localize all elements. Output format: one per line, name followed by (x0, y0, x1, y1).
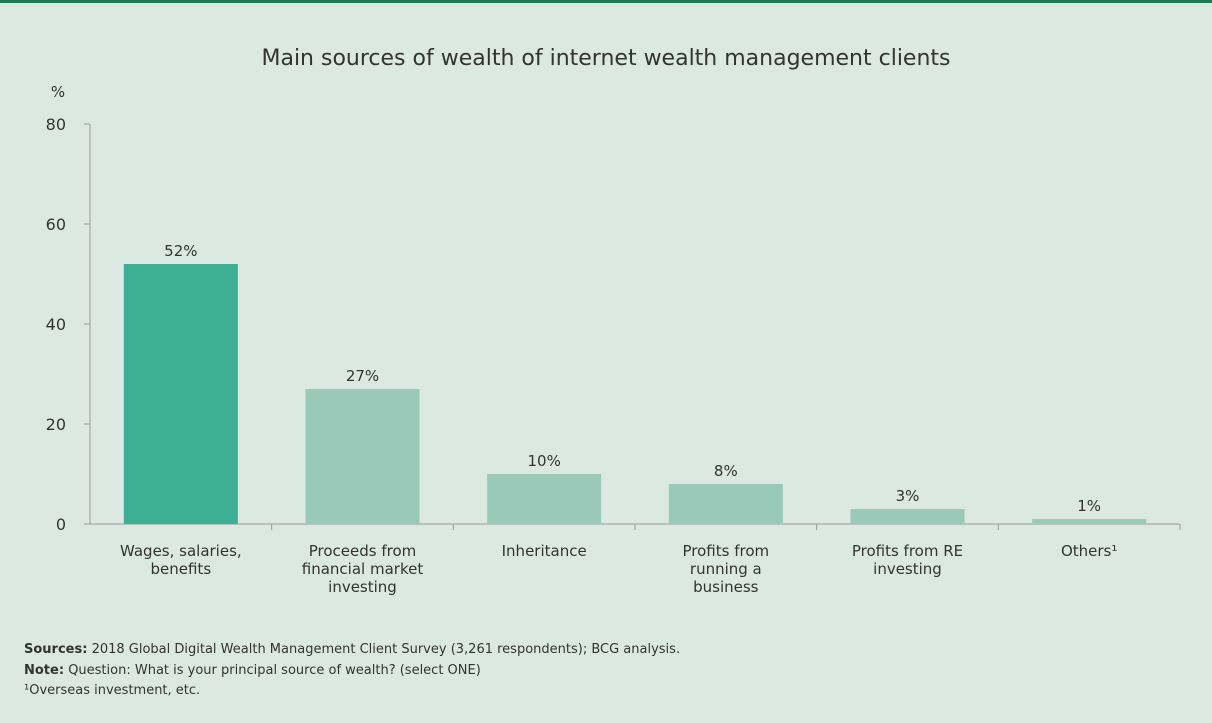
bar (668, 484, 783, 524)
y-tick-label: 60 (46, 215, 66, 234)
bar (305, 389, 420, 524)
notes: Sources: 2018 Global Digital Wealth Mana… (24, 640, 680, 702)
y-tick-label: 20 (46, 415, 66, 434)
x-tick-label: Others¹ (1060, 542, 1118, 560)
note-label: Note: (24, 662, 65, 678)
note-label: Sources: (24, 642, 88, 657)
note-line: Note: Question: What is your principal s… (24, 661, 680, 682)
y-tick-label: 0 (56, 515, 66, 534)
x-tick-label: Inheritance (501, 542, 587, 560)
data-label: 1% (1077, 497, 1101, 515)
x-tick-label: Profits from RE investing (851, 542, 964, 578)
data-label: 10% (527, 452, 560, 470)
footnote: ¹Overseas investment, etc. (24, 683, 201, 698)
data-label: 27% (346, 367, 379, 385)
bar (487, 474, 602, 524)
data-label: 8% (714, 462, 738, 480)
x-tick-label: Wages, salaries, benefits (119, 542, 242, 578)
data-label: 52% (164, 242, 197, 260)
note-text: Question: What is your principal source … (68, 662, 481, 678)
y-tick-label: 40 (46, 315, 66, 334)
y-tick-label: 80 (46, 115, 66, 134)
bar (123, 264, 238, 524)
bar (1032, 519, 1147, 524)
top-bar (0, 0, 1212, 3)
note-text: 2018 Global Digital Wealth Management Cl… (91, 642, 681, 657)
bar (850, 509, 965, 524)
x-tick-label: Profits from running a business (682, 542, 770, 596)
note-line: Sources: 2018 Global Digital Wealth Mana… (24, 640, 680, 661)
data-label: 3% (896, 487, 920, 505)
x-tick-label: Proceeds from financial market investing (301, 542, 424, 596)
chart-title: Main sources of wealth of internet wealt… (261, 46, 950, 71)
y-axis-label: % (51, 83, 65, 101)
